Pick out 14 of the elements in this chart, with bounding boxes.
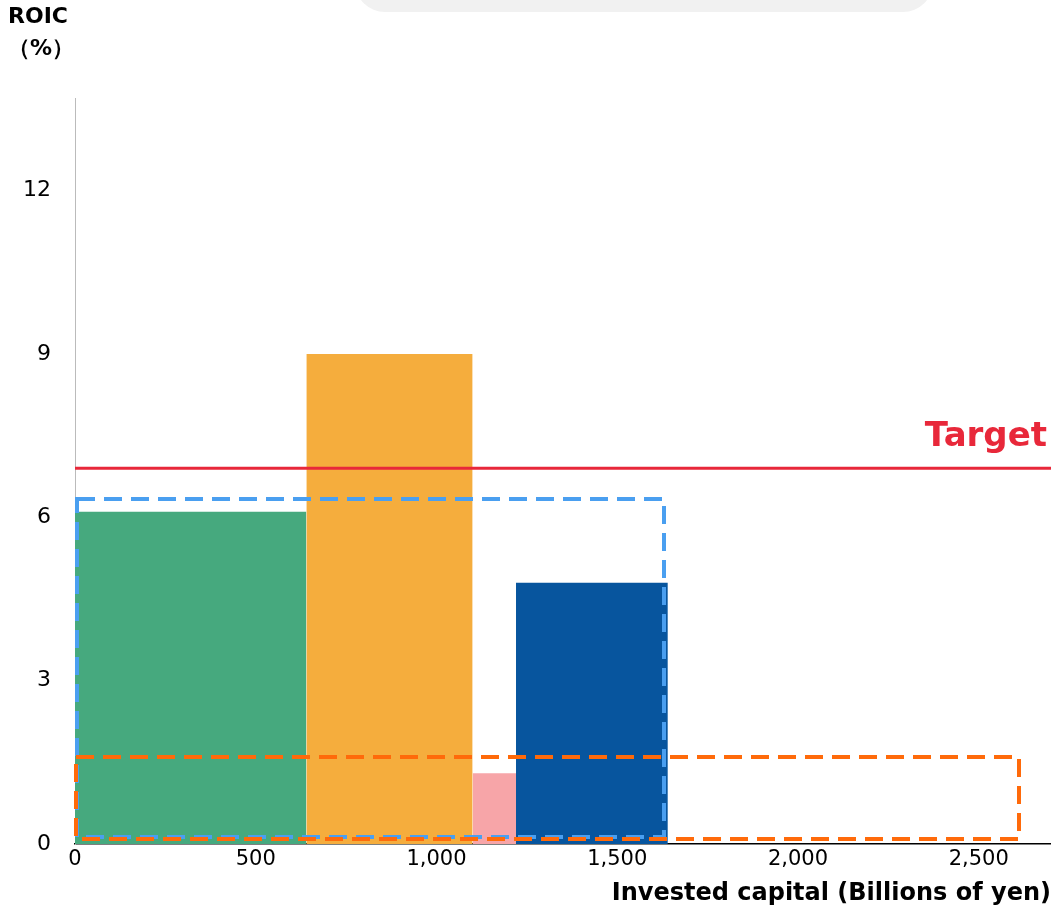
- x-tick-label: 2,500: [948, 846, 1009, 871]
- y-tick-label: 0: [37, 829, 51, 855]
- x-tick-label: 1,500: [587, 846, 648, 871]
- y-tick-label: 6: [37, 503, 51, 528]
- x-tick-label: 500: [235, 846, 276, 871]
- x-tick-label: 1,000: [406, 846, 467, 871]
- y-tick-label: 9: [37, 339, 51, 365]
- y-axis-title: ROIC （%）: [8, 2, 75, 60]
- x-tick-label: 2,000: [767, 846, 829, 871]
- y-tick-label: 12: [23, 176, 51, 202]
- x-axis-title: Invested capital (Billions of yen): [611, 877, 1051, 906]
- x-tick-label: 0: [68, 846, 82, 871]
- ref-line-label: Target: [924, 414, 1047, 455]
- y-tick-label: 3: [37, 666, 51, 692]
